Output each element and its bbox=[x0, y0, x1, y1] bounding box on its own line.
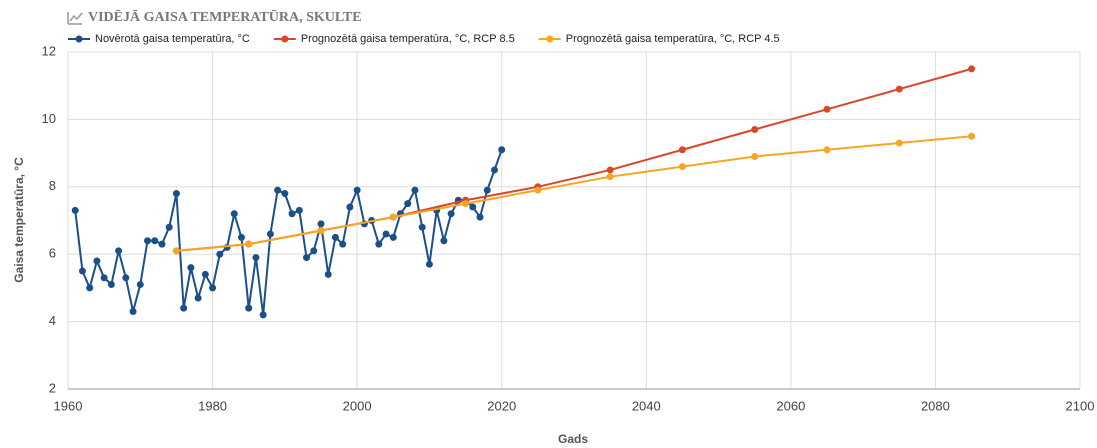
point bbox=[172, 247, 180, 255]
point bbox=[534, 186, 542, 194]
title-icon bbox=[67, 12, 83, 25]
point bbox=[823, 146, 831, 154]
point bbox=[382, 230, 390, 238]
x-tick-label: 2020 bbox=[487, 398, 516, 413]
point bbox=[346, 203, 354, 211]
point bbox=[281, 190, 289, 198]
point bbox=[389, 233, 397, 241]
point bbox=[274, 186, 282, 194]
point bbox=[469, 203, 477, 211]
point bbox=[310, 247, 318, 255]
point bbox=[317, 227, 325, 235]
point bbox=[172, 190, 180, 198]
x-tick-label: 1980 bbox=[198, 398, 227, 413]
point bbox=[237, 233, 245, 241]
point bbox=[230, 210, 238, 218]
point bbox=[122, 274, 130, 282]
point bbox=[165, 223, 173, 231]
point bbox=[968, 132, 976, 140]
chart-title: VIDĒJĀ GAISA TEMPERATŪRA, SKULTE bbox=[88, 9, 362, 25]
series-line bbox=[74, 149, 503, 315]
y-tick-label: 2 bbox=[49, 380, 56, 395]
point bbox=[353, 186, 361, 194]
point bbox=[136, 281, 144, 289]
point bbox=[216, 250, 224, 258]
point bbox=[606, 166, 614, 174]
point bbox=[606, 173, 614, 181]
point bbox=[71, 206, 79, 214]
legend-marker bbox=[546, 35, 554, 43]
point bbox=[266, 230, 274, 238]
point bbox=[151, 237, 159, 245]
point bbox=[288, 210, 296, 218]
series-line bbox=[176, 67, 972, 252]
point bbox=[440, 237, 448, 245]
point bbox=[259, 311, 267, 319]
point bbox=[252, 254, 260, 262]
point bbox=[331, 233, 339, 241]
legend-label: Novērotā gaisa temperatūra, °C bbox=[95, 33, 250, 45]
y-axis-label: Gaisa temperatūra, °C bbox=[12, 157, 26, 283]
legend-label: Prognozētā gaisa temperatūra, °C, RCP 8.… bbox=[301, 33, 515, 45]
point bbox=[144, 237, 152, 245]
y-tick-label: 12 bbox=[42, 43, 56, 58]
point bbox=[180, 304, 188, 312]
point bbox=[339, 240, 347, 248]
y-tick-label: 10 bbox=[42, 111, 56, 126]
point bbox=[86, 284, 94, 292]
point bbox=[411, 186, 419, 194]
point bbox=[93, 257, 101, 265]
y-tick-label: 8 bbox=[49, 178, 56, 193]
point bbox=[483, 186, 491, 194]
point bbox=[317, 220, 325, 228]
point bbox=[404, 200, 412, 208]
point bbox=[245, 304, 253, 312]
point bbox=[418, 223, 426, 231]
point bbox=[201, 270, 209, 278]
point bbox=[194, 294, 202, 302]
point bbox=[209, 284, 217, 292]
x-axis-label: Gads bbox=[558, 432, 588, 446]
point bbox=[375, 240, 383, 248]
x-tick-label: 2040 bbox=[632, 398, 661, 413]
point bbox=[324, 270, 332, 278]
y-tick-label: 6 bbox=[49, 246, 56, 261]
point bbox=[476, 213, 484, 221]
point bbox=[100, 274, 108, 282]
point bbox=[895, 139, 903, 147]
point bbox=[295, 206, 303, 214]
point bbox=[751, 152, 759, 160]
point bbox=[895, 85, 903, 93]
point bbox=[107, 281, 115, 289]
legend-marker bbox=[281, 35, 289, 43]
point bbox=[678, 146, 686, 154]
point bbox=[115, 247, 123, 255]
point bbox=[245, 240, 253, 248]
point bbox=[498, 146, 506, 154]
x-tick-label: 2100 bbox=[1066, 398, 1095, 413]
legend-label: Prognozētā gaisa temperatūra, °C, RCP 4.… bbox=[566, 33, 780, 45]
point bbox=[823, 105, 831, 113]
x-tick-label: 2080 bbox=[921, 398, 950, 413]
point bbox=[447, 210, 455, 218]
legend-marker bbox=[75, 35, 83, 43]
point bbox=[751, 126, 759, 134]
x-tick-label: 2000 bbox=[343, 398, 372, 413]
point bbox=[158, 240, 166, 248]
point bbox=[389, 213, 397, 221]
point bbox=[462, 200, 470, 208]
point bbox=[425, 260, 433, 268]
x-tick-label: 1960 bbox=[54, 398, 83, 413]
point bbox=[303, 254, 311, 262]
point bbox=[78, 267, 86, 275]
point bbox=[968, 65, 976, 73]
series-line bbox=[176, 135, 972, 252]
point bbox=[490, 166, 498, 174]
point bbox=[678, 163, 686, 171]
point bbox=[129, 307, 137, 315]
point bbox=[187, 264, 195, 272]
x-tick-label: 2060 bbox=[776, 398, 805, 413]
y-tick-label: 4 bbox=[49, 313, 56, 328]
